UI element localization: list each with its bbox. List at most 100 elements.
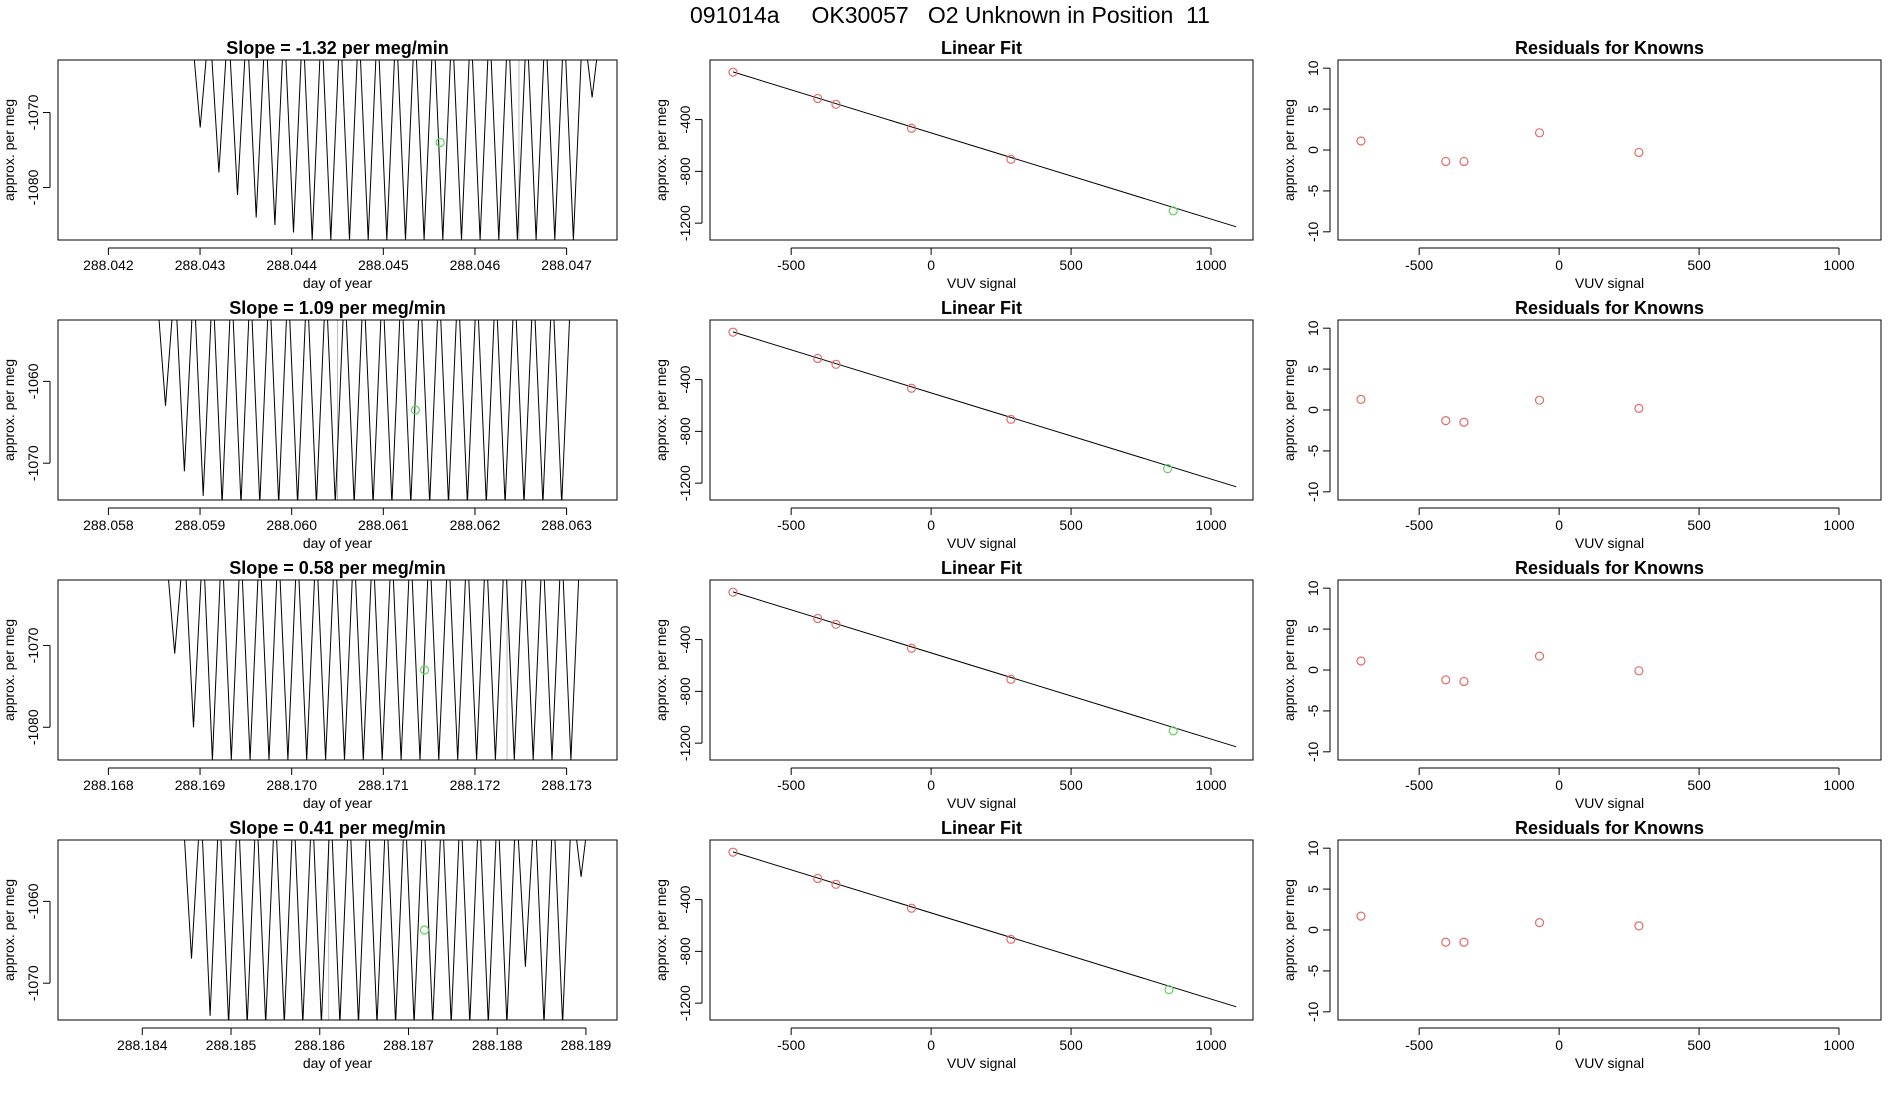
x-tick-label: 288.063	[541, 517, 592, 533]
known-point	[728, 67, 738, 77]
plot-area	[1356, 651, 1644, 687]
residual-point	[1441, 937, 1451, 947]
residual-point	[1634, 147, 1644, 158]
panel-residuals-row-2	[1323, 579, 1882, 775]
plot-frame	[1337, 59, 1882, 241]
plot-frame	[1337, 319, 1882, 501]
panel-residuals-row-3	[1323, 839, 1882, 1035]
known-point	[728, 587, 738, 597]
x-axis-label: day of year	[303, 795, 373, 811]
panel-title: Linear Fit	[941, 818, 1022, 838]
per-meg-trace-line	[193, 60, 598, 240]
x-tick-label: 288.189	[561, 1037, 612, 1053]
unknown-point	[1164, 984, 1174, 995]
y-tick-label: 0	[1305, 146, 1321, 154]
x-tick-label: 288.169	[175, 777, 226, 793]
plot-area	[1356, 394, 1644, 427]
y-tick-label: -800	[677, 937, 693, 965]
panel-title: Slope = 0.41 per meg/min	[229, 818, 446, 838]
y-axis-label: approx. per meg	[653, 99, 669, 201]
x-tick-label: -500	[1405, 257, 1433, 273]
panel-time-series-row-3	[43, 839, 618, 1035]
panel-linear-fit-row-3	[695, 839, 1254, 1035]
residual-point	[1634, 921, 1644, 931]
y-tick-label: -400	[677, 885, 693, 913]
residual-point	[1634, 403, 1644, 413]
x-tick-label: 288.059	[175, 517, 226, 533]
x-tick-label: 1000	[1823, 777, 1854, 793]
plot-area	[728, 327, 1237, 488]
known-point	[906, 643, 917, 653]
y-tick-label: -400	[677, 365, 693, 393]
x-tick-label: -500	[1405, 777, 1433, 793]
known-point	[813, 93, 823, 104]
x-tick-label: 288.172	[450, 777, 501, 793]
x-axis-label: VUV signal	[947, 275, 1016, 291]
residual-point	[1534, 395, 1545, 405]
panel-time-series-row-2	[43, 579, 618, 775]
plot-frame	[57, 579, 618, 761]
y-tick-label: 10	[1305, 320, 1321, 336]
y-axis-label: approx. per meg	[653, 879, 669, 981]
known-point	[728, 327, 738, 337]
known-point	[1006, 154, 1016, 164]
y-tick-label: -5	[1305, 964, 1321, 977]
x-tick-label: 500	[1059, 1037, 1083, 1053]
y-axis-label: approx. per meg	[1, 359, 17, 461]
known-point	[1006, 934, 1016, 944]
y-tick-label: -800	[677, 677, 693, 705]
x-axis-label: VUV signal	[947, 535, 1016, 551]
residual-point	[1459, 417, 1469, 427]
x-tick-label: 288.042	[83, 257, 134, 273]
x-axis-label: VUV signal	[947, 1055, 1016, 1071]
plot-area	[158, 320, 571, 500]
y-axis-label: approx. per meg	[653, 619, 669, 721]
panel-title: Residuals for Knowns	[1515, 38, 1704, 58]
y-tick-label: -10	[1305, 1001, 1321, 1021]
x-tick-label: 288.043	[175, 257, 226, 273]
panel-title: Linear Fit	[941, 558, 1022, 578]
residual-point	[1356, 394, 1366, 404]
panel-residuals-row-1	[1323, 319, 1882, 515]
x-tick-label: 288.046	[450, 257, 501, 273]
x-tick-label: 0	[1555, 777, 1563, 793]
x-axis-label: VUV signal	[947, 795, 1016, 811]
x-tick-label: 288.188	[472, 1037, 523, 1053]
known-point	[813, 873, 823, 884]
known-point	[906, 383, 917, 393]
x-tick-label: 500	[1687, 777, 1711, 793]
plot-frame	[57, 319, 618, 501]
x-tick-label: 1000	[1823, 1037, 1854, 1053]
y-tick-label: 0	[1305, 406, 1321, 414]
plot-area	[1356, 128, 1644, 167]
x-tick-label: -500	[777, 777, 805, 793]
residual-point	[1459, 937, 1469, 947]
plot-area	[193, 60, 598, 240]
panel-title: Residuals for Knowns	[1515, 558, 1704, 578]
x-tick-label: 288.185	[206, 1037, 257, 1053]
known-point	[831, 359, 841, 369]
residual-point	[1534, 128, 1545, 138]
known-point	[831, 879, 841, 889]
x-tick-label: 288.171	[358, 777, 409, 793]
y-axis-label: approx. per meg	[1281, 359, 1297, 461]
panel-linear-fit-row-0	[695, 59, 1254, 255]
y-tick-label: -1200	[677, 985, 693, 1021]
unknown-point	[1168, 726, 1178, 736]
y-tick-label: 0	[1305, 926, 1321, 934]
x-tick-label: 1000	[1195, 777, 1226, 793]
x-axis-label: day of year	[303, 1055, 373, 1071]
plot-area	[728, 67, 1237, 228]
known-point	[1006, 674, 1016, 684]
plot-frame	[1337, 839, 1882, 1021]
panel-linear-fit-row-1	[695, 319, 1254, 515]
x-tick-label: 500	[1687, 257, 1711, 273]
y-tick-label: 5	[1305, 625, 1321, 633]
residual-point	[1356, 656, 1366, 666]
y-tick-label: 5	[1305, 105, 1321, 113]
known-point	[831, 619, 841, 629]
plot-area	[728, 847, 1237, 1008]
y-tick-label: -1200	[677, 725, 693, 761]
residual-point	[1634, 666, 1644, 676]
